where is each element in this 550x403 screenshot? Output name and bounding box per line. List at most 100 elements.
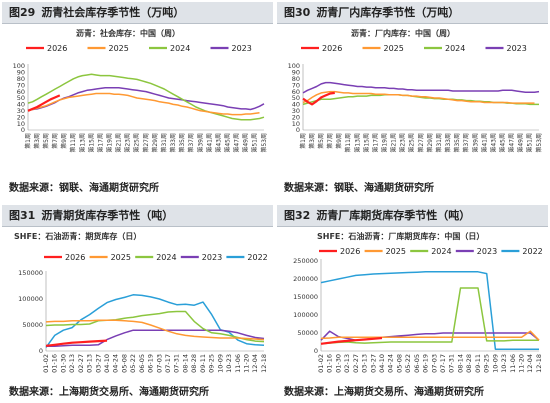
x-tick-label: 第51周 xyxy=(251,133,259,153)
y-tick-label: 200000 xyxy=(293,275,318,283)
x-tick-label: 06-05 xyxy=(138,354,146,373)
x-tick-label: 第31周 xyxy=(435,133,443,153)
legend-label-2026: 2026 xyxy=(47,44,67,53)
x-tick-label: 第11周 xyxy=(344,133,352,153)
x-tick-label: 07-17 xyxy=(439,354,447,373)
legend-label-2024: 2024 xyxy=(156,253,176,262)
x-tick-label: 05-08 xyxy=(120,354,128,373)
x-tick-label: 第25周 xyxy=(133,133,141,153)
y-tick-label: 100 xyxy=(13,62,25,70)
figure-title: 沥青厂内库存季节性（万吨） xyxy=(316,6,460,19)
legend-label-2025: 2025 xyxy=(111,253,131,262)
data-source: 数据来源：上海期货交易所、海通期货研究所 xyxy=(9,387,209,398)
x-tick-label: 03-27 xyxy=(94,354,102,373)
y-tick-label: 40 xyxy=(292,101,300,109)
x-tick-label: 03-13 xyxy=(86,354,94,373)
figure-number: 图29 xyxy=(9,6,36,19)
y-tick-label: 60 xyxy=(17,88,25,96)
x-tick-label: 第15周 xyxy=(87,133,95,153)
x-tick-label: 第1周 xyxy=(24,133,32,149)
y-tick-label: 60 xyxy=(292,88,300,96)
x-tick-label: 第3周 xyxy=(308,133,316,149)
x-tick-label: 02-27 xyxy=(352,354,360,373)
x-tick-label: 第39周 xyxy=(471,133,479,153)
x-tick-label: 03-13 xyxy=(361,354,369,373)
x-tick-label: 01-16 xyxy=(326,354,334,373)
chart-subtitle: 沥青：社会库存：中国（周） xyxy=(76,29,180,38)
figure-title: 沥青期货库存季节性（吨） xyxy=(41,209,174,222)
x-tick-label: 08-28 xyxy=(465,354,473,373)
x-tick-label: 11-20 xyxy=(518,354,526,373)
legend-label-2023: 2023 xyxy=(232,44,252,53)
series-line-2022 xyxy=(320,271,539,350)
legend-label-2023: 2023 xyxy=(477,247,497,256)
series-line-2025 xyxy=(45,319,265,341)
chart-subtitle: SHFE：石油沥青：期货库存（日） xyxy=(14,232,142,241)
y-tick-label: 70 xyxy=(17,81,25,89)
x-tick-label: 第19周 xyxy=(380,133,388,153)
x-tick-label: 05-08 xyxy=(395,354,403,373)
x-tick-label: 第1周 xyxy=(299,133,307,149)
x-tick-label: 09-25 xyxy=(208,354,216,373)
x-tick-label: 第3周 xyxy=(33,133,41,149)
series-line-2026 xyxy=(27,94,61,112)
x-tick-label: 第39周 xyxy=(196,133,204,153)
x-tick-label: 第9周 xyxy=(60,133,68,149)
x-tick-label: 04-24 xyxy=(387,354,395,373)
panel-warehouse-futures-inventory: 图32 沥青厂库期货库存季节性（吨） SHFE：石油沥青：厂库期货库存：中国（日）… xyxy=(277,205,548,401)
x-tick-label: 第51周 xyxy=(526,133,534,153)
y-tick-label: 30 xyxy=(17,107,25,115)
y-tick-label: 20 xyxy=(292,113,300,121)
x-tick-label: 第29周 xyxy=(151,133,159,153)
legend-label-2024: 2024 xyxy=(170,44,190,53)
x-tick-label: 第7周 xyxy=(326,133,334,149)
y-tick-label: 30 xyxy=(292,107,300,115)
legend-label-2026: 2026 xyxy=(340,247,360,256)
x-tick-label: 第29周 xyxy=(426,133,434,153)
series-line-2026 xyxy=(45,339,108,347)
legend-label-2023: 2023 xyxy=(507,44,527,53)
x-tick-label: 06-19 xyxy=(147,354,155,373)
series-line-2023 xyxy=(302,81,540,94)
x-tick-label: 08-14 xyxy=(181,354,189,373)
x-tick-label: 04-24 xyxy=(112,354,120,373)
series-line-2023 xyxy=(320,330,540,341)
legend-label-2024: 2024 xyxy=(431,247,451,256)
legend-label-2022: 2022 xyxy=(247,253,267,262)
x-tick-label: 10-23 xyxy=(500,354,508,373)
x-tick-label: 04-10 xyxy=(103,354,111,373)
figure-title: 沥青厂库期货库存季节性（吨） xyxy=(316,209,471,222)
x-tick-label: 第7周 xyxy=(51,133,59,149)
panel-futures-inventory: 图31 沥青期货库存季节性（吨） SHFE：石油沥青：期货库存（日） 2026 20… xyxy=(2,205,273,401)
x-tick-label: 07-03 xyxy=(430,354,438,373)
x-tick-label: 第21周 xyxy=(390,133,398,153)
series-line-2023 xyxy=(46,329,265,348)
y-tick-label: 0 xyxy=(296,126,300,134)
data-source: 数据来源：上海期货交易所、海通期货研究所 xyxy=(284,387,484,398)
chart-subtitle: SHFE：石油沥青：厂库期货库存：中国（日） xyxy=(317,232,485,241)
x-tick-label: 第53周 xyxy=(535,133,543,153)
y-tick-label: 50000 xyxy=(297,329,318,337)
x-tick-label: 第19周 xyxy=(105,133,113,153)
x-tick-label: 06-19 xyxy=(422,354,430,373)
y-tick-label: 80 xyxy=(292,75,300,83)
chart-subtitle: 沥青：厂内库存：中国（周） xyxy=(351,29,455,38)
x-tick-label: 04-10 xyxy=(378,354,386,373)
y-tick-label: 0 xyxy=(314,347,318,355)
x-tick-label: 12-18 xyxy=(535,354,543,373)
y-tick-label: 100000 xyxy=(293,311,318,319)
x-tick-label: 12-04 xyxy=(526,354,534,373)
x-tick-label: 第49周 xyxy=(517,133,525,153)
x-tick-label: 第49周 xyxy=(242,133,250,153)
x-tick-label: 第41周 xyxy=(205,133,213,153)
x-tick-label: 09-11 xyxy=(474,354,482,373)
x-tick-label: 第33周 xyxy=(169,133,177,153)
x-tick-label: 第45周 xyxy=(498,133,506,153)
x-tick-label: 第5周 xyxy=(42,133,50,149)
series-line-2022 xyxy=(45,294,265,348)
y-tick-label: 90 xyxy=(17,69,25,77)
series-line-2025 xyxy=(302,90,535,104)
panel-title: 图31 沥青期货库存季节性（吨） xyxy=(2,205,273,227)
x-tick-label: 10-09 xyxy=(216,354,224,373)
